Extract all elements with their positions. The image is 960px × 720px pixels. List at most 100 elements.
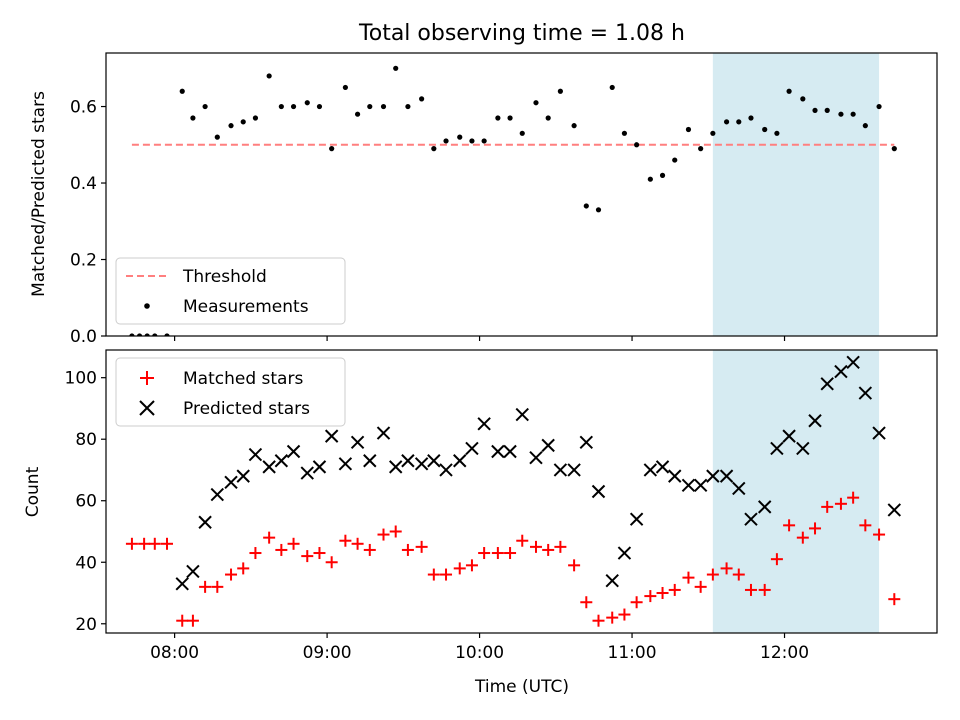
measurement-point — [202, 103, 208, 110]
matched-point — [301, 550, 314, 563]
measurement-point — [571, 123, 577, 129]
y-tick-label: 0.6 — [70, 98, 97, 118]
matched-point — [821, 500, 834, 513]
matched-point — [542, 543, 555, 556]
threshold-legend-label: Threshold — [182, 267, 267, 287]
matched-point — [415, 540, 428, 553]
series-matched-stars — [125, 491, 901, 627]
predicted-point — [274, 454, 289, 468]
measurement-point — [850, 111, 856, 117]
predicted-point — [719, 469, 734, 483]
y-tick-label: 40 — [75, 553, 97, 573]
measurement-point — [290, 103, 297, 110]
matched-point — [859, 519, 872, 532]
predicted-point — [324, 429, 339, 443]
predicted-legend-swatch — [139, 400, 155, 416]
matched-point — [148, 537, 161, 550]
measurement-point — [304, 100, 310, 106]
predicted-point — [312, 460, 327, 474]
matched-point — [847, 491, 860, 504]
predicted-point — [491, 444, 505, 459]
predicted-point — [681, 478, 696, 493]
y-tick-label: 20 — [75, 615, 97, 635]
measurement-point — [443, 138, 449, 144]
measurement-point — [457, 134, 463, 140]
measurements-legend-label: Measurements — [183, 297, 309, 317]
y-tick-label: 60 — [75, 492, 97, 512]
measurement-point — [266, 73, 272, 79]
measurement-point — [495, 115, 501, 121]
predicted-point — [858, 386, 873, 400]
matched-point — [720, 562, 733, 575]
measurement-point — [891, 146, 897, 152]
matched-point — [125, 537, 138, 550]
measurement-point — [786, 88, 792, 94]
matched-point — [644, 590, 657, 603]
measurement-point — [164, 333, 170, 336]
matched-point — [706, 568, 719, 581]
measurement-point — [136, 333, 143, 336]
highlight-band — [712, 53, 880, 336]
matched-point — [682, 571, 695, 584]
measurement-point — [152, 333, 158, 336]
matched-point — [554, 540, 567, 553]
matched-point — [325, 556, 338, 569]
predicted-point — [629, 512, 644, 526]
measurement-point — [316, 103, 323, 110]
matched-point — [618, 608, 631, 621]
matched-point — [592, 614, 605, 627]
matched-point — [732, 568, 745, 581]
predicted-point — [477, 417, 491, 431]
ratio-panel: 0.0 0.2 0.4 0.6 — [70, 52, 938, 347]
matched-point — [783, 519, 796, 532]
predicted-point — [567, 463, 581, 477]
predicted-point — [757, 500, 772, 514]
count-panel: 20 40 60 80 100 08:00 09:00 10:00 11:00 12:00 — [65, 349, 938, 663]
x-tick-label: 12:00 — [760, 643, 809, 663]
measurement-point — [647, 176, 653, 182]
matched-point — [478, 547, 491, 560]
measurement-point — [519, 130, 525, 136]
matched-point — [491, 547, 504, 560]
matched-point — [339, 534, 352, 547]
predicted-point — [286, 444, 301, 459]
measurement-point — [685, 126, 692, 133]
count-legend: Matched stars Predicted stars — [115, 357, 346, 427]
measurement-point — [659, 172, 666, 178]
predicted-point — [515, 407, 529, 422]
matched-point — [287, 537, 300, 550]
matched-point — [888, 593, 901, 606]
matched-point — [694, 580, 707, 593]
predicted-point — [529, 450, 543, 465]
predicted-point — [796, 441, 810, 456]
x-tick-label: 09:00 — [303, 643, 352, 663]
predicted-point — [782, 429, 796, 443]
measurement-point — [329, 146, 335, 152]
measurement-point — [405, 103, 411, 110]
measurement-point — [419, 96, 425, 102]
predicted-point — [338, 457, 353, 471]
measurement-point — [710, 130, 716, 136]
y-tick-label: 100 — [65, 369, 97, 389]
predicted-point — [210, 487, 225, 502]
measurement-point — [774, 130, 780, 136]
measurement-point — [214, 134, 220, 140]
ratio-legend: Threshold Measurements — [115, 257, 346, 325]
matched-point — [796, 531, 809, 544]
matched-point — [401, 543, 414, 556]
predicted-point — [388, 460, 403, 474]
measurement-point — [469, 138, 475, 144]
measurement-point — [800, 96, 806, 102]
x-tick-label: 11:00 — [608, 643, 657, 663]
matched-point — [568, 559, 581, 572]
measurement-point — [762, 126, 768, 133]
predicted-point — [427, 454, 441, 468]
measurement-point — [812, 107, 818, 113]
matched-point — [606, 611, 619, 624]
measurement-point — [634, 142, 640, 148]
measurement-point — [545, 115, 551, 121]
measurement-point — [595, 207, 602, 213]
matched-legend-label: Matched stars — [183, 369, 303, 389]
y-tick-label: 0.4 — [70, 174, 97, 194]
predicted-point — [453, 454, 467, 468]
